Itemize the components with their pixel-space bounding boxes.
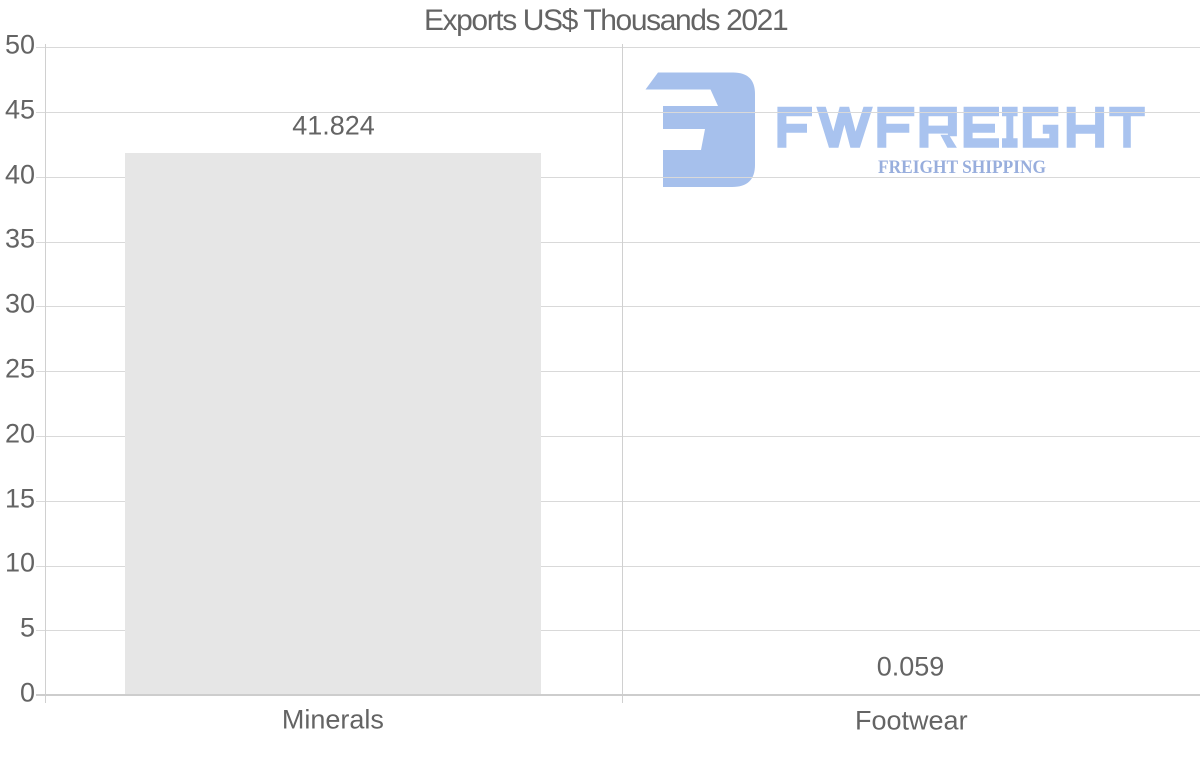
svg-text:FREIGHT SHIPPING: FREIGHT SHIPPING (878, 157, 1046, 178)
